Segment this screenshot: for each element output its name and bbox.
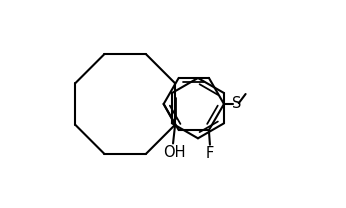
Text: F: F [206,146,214,161]
Text: OH: OH [163,145,185,161]
Text: S: S [231,97,241,111]
